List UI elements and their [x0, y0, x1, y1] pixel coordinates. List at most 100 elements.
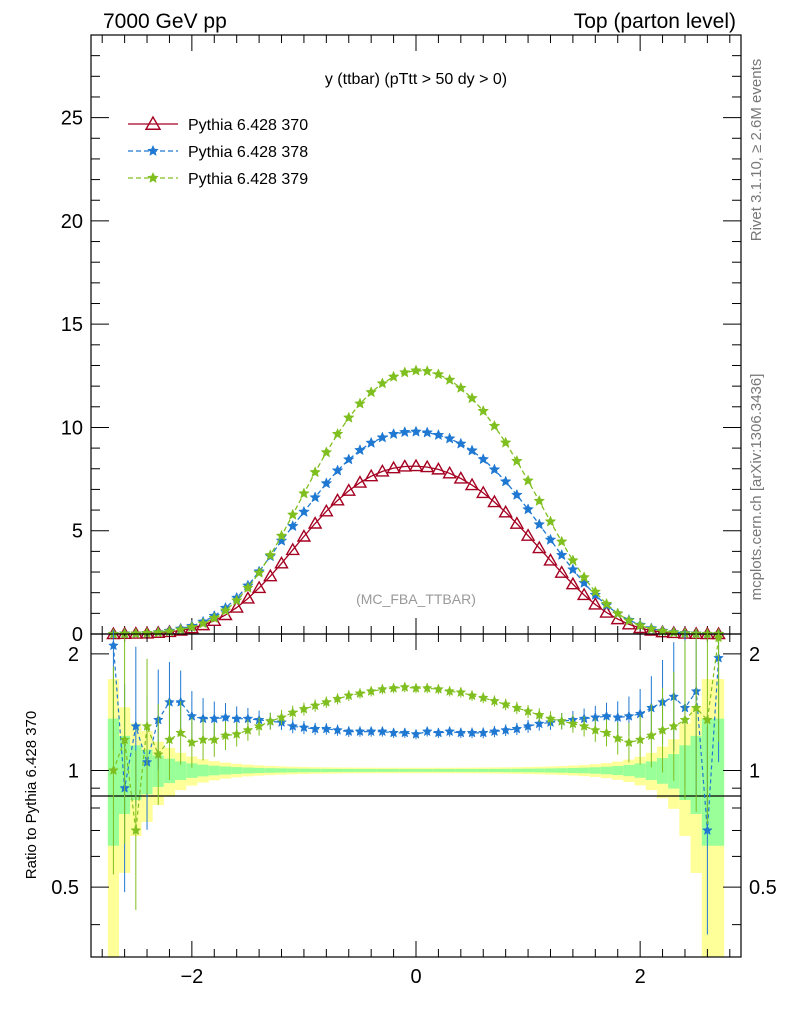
uncertainty-band-inner [522, 768, 534, 773]
uncertainty-band-inner [320, 768, 332, 773]
uncertainty-band-inner [712, 718, 725, 846]
data-point [443, 432, 456, 444]
uncertainty-band-inner [612, 765, 624, 776]
data-point [298, 703, 310, 714]
data-point [498, 504, 513, 518]
uncertainty-band-inner [331, 768, 344, 772]
ratio-tick-label-right: 1 [749, 760, 760, 782]
data-point [634, 619, 647, 631]
data-point [533, 494, 546, 506]
uncertainty-band-inner [578, 767, 590, 774]
data-point [197, 734, 209, 745]
uncertainty-band-inner [488, 768, 501, 772]
data-point [443, 373, 456, 385]
data-point [713, 632, 724, 643]
data-point [108, 764, 119, 776]
data-point [610, 611, 625, 625]
data-point [578, 576, 590, 588]
uncertainty-band-inner [444, 769, 456, 772]
data-point [264, 549, 277, 561]
uncertainty-band-inner [387, 769, 400, 772]
data-point [520, 528, 536, 541]
data-point [398, 366, 411, 378]
ratio-tick-label-right: 0.5 [749, 877, 777, 899]
data-point [499, 475, 512, 487]
data-point [421, 365, 434, 377]
ratio-series [108, 630, 724, 935]
data-point [147, 144, 159, 156]
data-point [489, 695, 500, 706]
uncertainty-band-inner [197, 764, 209, 777]
data-point [522, 474, 534, 486]
uncertainty-band-inner [432, 769, 445, 772]
data-point [341, 483, 356, 496]
data-point [589, 724, 601, 735]
data-point [240, 591, 256, 604]
uncertainty-band-inner [589, 767, 601, 774]
uncertainty-band-inner [186, 763, 198, 778]
data-point [354, 397, 366, 409]
ratio-tick-label-left: 0.5 [51, 877, 79, 899]
data-point [197, 617, 209, 629]
legend: Pythia 6.428 370 Pythia 6.428 378 Pythia 6… [128, 115, 308, 188]
data-point [565, 576, 581, 590]
data-point [332, 724, 343, 735]
uncertainty-band-inner [365, 769, 377, 772]
data-point [477, 404, 490, 417]
data-point [511, 723, 523, 734]
data-point [242, 724, 254, 735]
data-point [253, 566, 265, 578]
data-point [286, 520, 299, 532]
data-point [388, 682, 399, 693]
uncertainty-band-inner [376, 769, 388, 772]
data-point [231, 728, 243, 739]
uncertainty-band-inner [175, 761, 187, 781]
mcplots-label: mcplots.cern.ch [arXiv:1306.3436] [748, 374, 765, 601]
uncertainty-band-inner [242, 767, 254, 774]
data-point [464, 477, 480, 491]
uncertainty-band-inner [600, 766, 613, 775]
data-point [354, 687, 366, 699]
data-point [365, 725, 377, 737]
data-point [164, 734, 175, 745]
data-point [174, 623, 187, 635]
uncertainty-band-inner [544, 768, 557, 773]
data-point [144, 115, 162, 130]
data-point [274, 555, 289, 569]
data-point [668, 720, 680, 731]
data-point [453, 471, 469, 484]
data-point [455, 727, 467, 738]
data-point [544, 515, 557, 527]
ratio-tick-label-right: 2 [749, 644, 760, 666]
data-point [129, 627, 142, 639]
data-point [320, 723, 332, 734]
data-point [510, 488, 523, 500]
data-point [147, 171, 159, 183]
data-point [229, 600, 244, 613]
data-point [388, 727, 399, 738]
data-point [499, 436, 512, 448]
data-point [509, 516, 525, 529]
ratio-plot: 0.5 0.5 1 1 2 2 −2 0 2 Ratio to Pythia 6.428 370 [23, 630, 777, 988]
data-point [230, 594, 243, 606]
data-point [556, 715, 568, 726]
data-point [331, 427, 344, 440]
data-point [219, 604, 232, 616]
data-point [555, 548, 568, 561]
data-point [623, 710, 635, 721]
uncertainty-band-inner [556, 768, 568, 773]
data-point [567, 554, 579, 566]
data-point [477, 727, 489, 738]
uncertainty-band-inner [645, 761, 657, 781]
data-point [601, 710, 612, 721]
data-point [466, 392, 478, 404]
data-point [342, 411, 355, 423]
uncertainty-band-inner [477, 768, 489, 772]
data-point [466, 444, 478, 456]
data-point [487, 494, 502, 508]
data-point [632, 620, 648, 634]
data-point [477, 453, 490, 465]
data-point [421, 426, 434, 438]
data-point [701, 714, 713, 725]
ratio-ticks: 0.5 0.5 1 1 2 2 −2 0 2 [51, 634, 777, 988]
